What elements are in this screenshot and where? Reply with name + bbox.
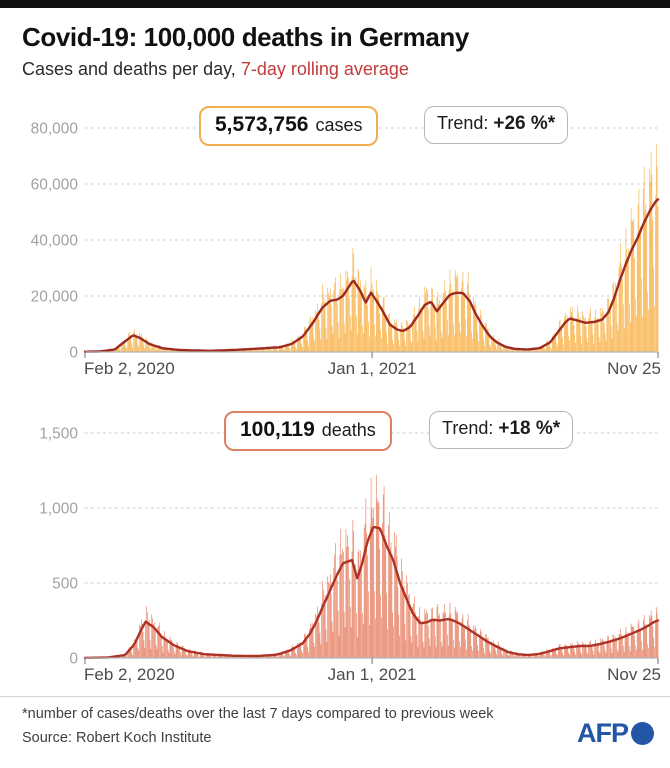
cases-total-value: 5,573,756 <box>215 113 309 136</box>
cases-trend-value: +26 %* <box>493 113 556 134</box>
y-tick-label: 0 <box>69 345 78 362</box>
page-title: Covid-19: 100,000 deaths in Germany <box>22 22 469 52</box>
x-tick-label: Nov 25 <box>607 665 661 684</box>
footer-divider <box>0 696 670 697</box>
cases-trend-badge: Trend: +26 %* <box>424 106 569 144</box>
x-tick-label: Feb 2, 2020 <box>84 359 175 378</box>
deaths-total-unit: deaths <box>321 420 376 440</box>
rolling-average-line <box>83 198 660 353</box>
gridlines <box>85 432 658 584</box>
x-axis-ticks <box>84 352 659 358</box>
y-tick-label: 1,000 <box>39 501 78 518</box>
y-tick-label: 0 <box>69 651 78 668</box>
deaths-trend-label: Trend: <box>442 418 494 438</box>
y-tick-label: 500 <box>52 576 78 593</box>
y-tick-label: 1,500 <box>39 426 78 443</box>
x-tick-label: Jan 1, 2021 <box>328 359 417 378</box>
afp-logo-text: AFP <box>577 718 629 748</box>
subtitle-highlight: 7-day rolling average <box>240 59 409 79</box>
cases-total-unit: cases <box>315 115 363 135</box>
afp-globe-icon <box>631 722 654 745</box>
deaths-chart: 0 500 1,000 1,500 Feb 2, 2020 Jan 1, 2021 Nov … <box>39 426 661 685</box>
x-tick-label: Feb 2, 2020 <box>84 665 175 684</box>
y-tick-label: 20,000 <box>31 289 79 306</box>
afp-logo: AFP <box>577 718 654 749</box>
rolling-average-line <box>83 525 660 660</box>
source-line: Source: Robert Koch Institute <box>22 730 212 746</box>
y-tick-label: 80,000 <box>31 121 79 138</box>
daily-bars <box>84 475 659 658</box>
deaths-total-badge: 100,119 deaths <box>224 411 392 451</box>
deaths-trend-badge: Trend: +18 %* <box>429 411 574 449</box>
deaths-total-value: 100,119 <box>240 418 315 441</box>
top-bar <box>0 0 670 8</box>
y-tick-label: 60,000 <box>31 177 79 194</box>
gridlines <box>85 127 658 297</box>
daily-bars <box>84 144 659 352</box>
cases-chart: 0 20,000 40,000 60,000 80,000 Feb 2, 2020 Jan … <box>31 121 661 379</box>
cases-total-badge: 5,573,756 cases <box>199 106 379 146</box>
cases-trend-label: Trend: <box>437 113 489 133</box>
x-tick-label: Jan 1, 2021 <box>328 665 417 684</box>
x-tick-label: Nov 25 <box>607 359 661 378</box>
subtitle: Cases and deaths per day, 7-day rolling … <box>22 59 642 80</box>
footnote: *number of cases/deaths over the last 7 … <box>22 706 494 722</box>
subtitle-prefix: Cases and deaths per day, <box>22 59 241 79</box>
y-tick-label: 40,000 <box>31 233 79 250</box>
x-axis-ticks <box>84 658 659 664</box>
deaths-trend-value: +18 %* <box>498 418 561 439</box>
